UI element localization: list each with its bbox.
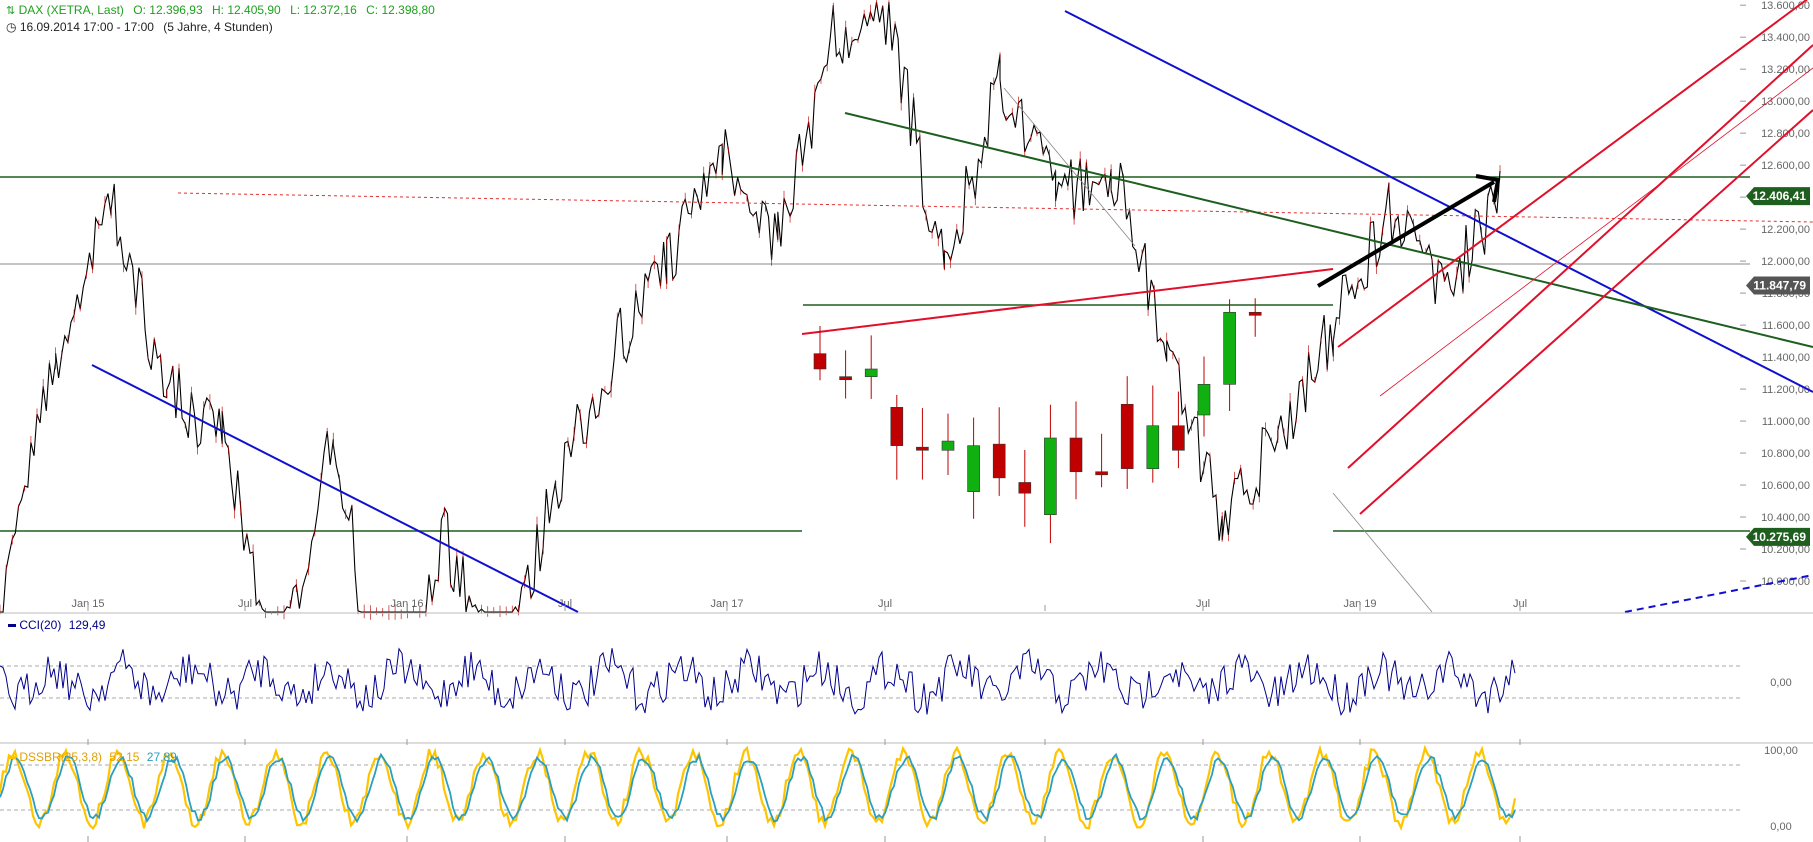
price-labels: 12.406,41 11.847,79 10.275,69 [1746,187,1810,546]
candle-body [890,407,904,446]
dss-value-2: 27,89 [146,750,177,764]
high-value: H: 12.405,90 [212,3,281,17]
cci-line [0,647,1516,716]
chart-subheader: ◷ 16.09.2014 17:00 - 17:00 (5 Jahre, 4 S… [6,20,273,34]
candle-body [967,445,980,492]
channel-line-thin[interactable] [1379,67,1813,397]
candle-body [1069,437,1083,473]
y-tick-label: 11.000,00 [1762,416,1810,428]
dss-legend-icon [8,756,16,760]
candle-body [1197,384,1211,416]
x-tick-label: Jul [238,598,252,610]
dss-header: DSSBR(25,3,8) 52,15 27,89 [8,750,177,764]
dss-title[interactable]: DSSBR(25,3,8) [19,750,103,764]
cci-title[interactable]: CCI(20) [19,618,62,632]
x-tick-label: Jan 15 [71,598,104,610]
cci-legend-icon [8,624,16,628]
y-tick-label: 10.800,00 [1761,448,1810,460]
blue-dashed-line[interactable] [1624,574,1813,613]
chart-header: ⇅ DAX (XETRA, Last) O: 12.396,93 H: 12.4… [6,3,435,17]
time-axis: Jan 15 Jul Jan 16 Jul Jan 17 Jul Jul Jan 19 Jul [71,598,1527,610]
candle-body [1223,311,1236,385]
gray-line-1[interactable] [1003,87,1136,247]
y-tick-label: 11.200,00 [1762,384,1810,396]
x-tick-label: Jul [878,598,892,610]
candle-body [1095,471,1108,476]
downtrend-line-right[interactable] [1064,10,1813,393]
y-tick-label: 12.200,00 [1761,224,1810,236]
candle-body [1018,482,1032,494]
dss-pane[interactable]: 100,00 0,00 [0,744,1798,833]
price-pane[interactable]: 13.600,0013.400,0013.200,0013.000,0012.8… [0,0,1813,620]
dotted-resistance-line[interactable] [177,192,1813,223]
candle-body [1044,437,1057,515]
chart-type-icon[interactable]: ⇅ [6,5,16,17]
cci-header: CCI(20) 129,49 [8,618,105,632]
y-tick-label: 10.600,00 [1761,480,1810,492]
green-trend-line[interactable] [844,112,1813,348]
channel-line-1[interactable] [1337,0,1813,348]
y-tick-label: 11.400,00 [1762,352,1810,364]
downtrend-line-left[interactable] [91,364,579,613]
y-tick-label: 11.600,00 [1762,320,1810,332]
candle-body [1120,403,1134,469]
x-tick-label: Jan 16 [390,598,423,610]
monthly-candles-inset [813,298,1262,544]
clock-icon: ◷ [6,20,17,34]
y-tick-label: 13.000,00 [1761,96,1810,108]
price-series-line [0,1,1501,614]
candle-body [864,368,878,377]
x-tick-label: Jan 17 [710,598,743,610]
price-label-text: 12.406,41 [1753,189,1807,203]
candle-body [1248,311,1262,316]
close-value: C: 12.398,80 [366,3,435,17]
channel-line-3[interactable] [1359,109,1813,515]
price-label-box[interactable]: 12.406,41 [1746,187,1810,206]
price-label-box[interactable]: 10.275,69 [1746,527,1810,546]
low-value: L: 12.372,16 [290,3,357,17]
price-label-box[interactable]: 11.847,79 [1746,276,1810,295]
y-tick-label: 10.400,00 [1761,512,1810,524]
cci-value: 129,49 [68,618,106,632]
period-label: (5 Jahre, 4 Stunden) [163,20,273,34]
y-tick-label: 13.400,00 [1761,32,1810,44]
price-label-text: 10.275,69 [1753,530,1807,544]
timestamp-label: 16.09.2014 17:00 - 17:00 [19,20,154,34]
candle-body [839,376,852,381]
dss-100-label: 100,00 [1764,745,1798,757]
cci-pane[interactable]: 0,00 [0,647,1792,716]
candle-body [1146,425,1160,469]
inset-red-trend-line[interactable] [801,268,1334,335]
dss-fast-line [0,744,1517,831]
y-tick-label: 10.000,00 [1761,576,1810,588]
bottom-ticks [87,605,1521,842]
symbol-label[interactable]: DAX (XETRA, Last) [18,3,124,17]
dss-0-label: 0,00 [1770,821,1791,833]
x-tick-label: Jan 19 [1343,598,1376,610]
y-tick-label: 13.600,00 [1761,0,1810,12]
y-tick-label: 12.600,00 [1761,160,1810,172]
candle-body [941,440,955,451]
price-label-text: 11.847,79 [1753,278,1806,292]
cci-zero-label: 0,00 [1770,677,1791,689]
channel-line-2[interactable] [1347,44,1813,469]
dss-slow-line [0,752,1516,824]
candle-body [916,446,929,451]
candle-body [1172,425,1185,451]
candle-body [813,353,827,370]
y-tick-label: 10.200,00 [1761,544,1810,556]
candle-body [992,443,1006,479]
x-tick-label: Jul [1196,598,1210,610]
x-tick-label: Jul [1513,598,1527,610]
gray-line-2[interactable] [1332,492,1433,613]
y-tick-label: 12.000,00 [1761,256,1810,268]
arrow-annotation-icon[interactable] [1316,174,1501,288]
dss-value-1: 52,15 [109,750,140,764]
open-value: O: 12.396,93 [133,3,203,17]
price-series-wicks [0,0,1501,620]
